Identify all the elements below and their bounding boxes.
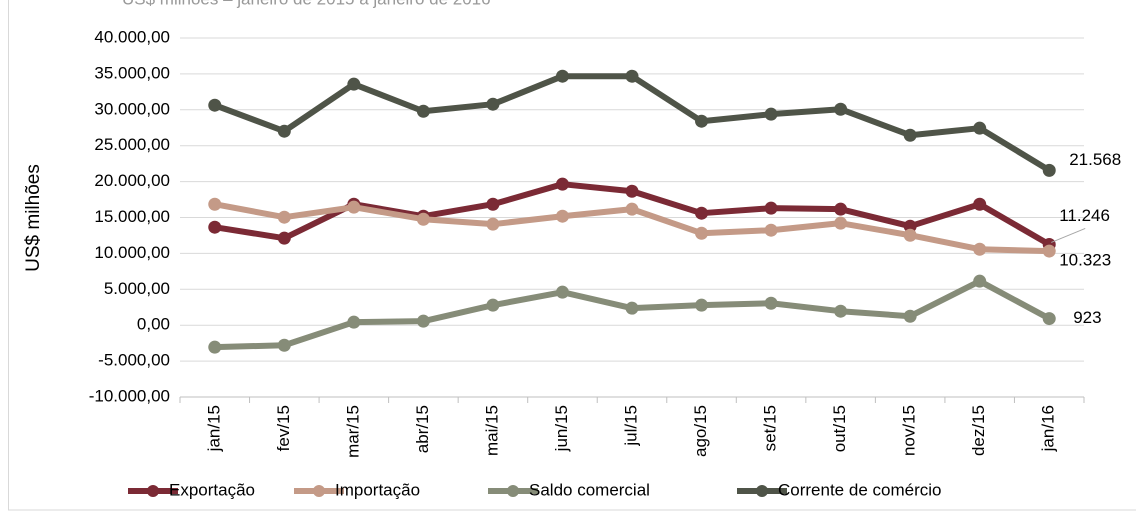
x-tick-label: out/15	[830, 405, 849, 452]
series-point	[764, 107, 778, 121]
series-point	[695, 298, 709, 312]
series-point	[208, 98, 222, 112]
x-tick-label: jan/15	[204, 405, 223, 452]
series-point	[277, 124, 291, 138]
y-tick-label: 25.000,00	[94, 135, 170, 154]
x-tick-label: ago/15	[691, 405, 710, 457]
series-point	[834, 202, 848, 216]
x-tick-label: mai/15	[482, 405, 501, 456]
series-point	[764, 296, 778, 310]
data-label: 923	[1073, 308, 1101, 327]
y-tick-label: 35.000,00	[94, 63, 170, 82]
series-point	[834, 304, 848, 318]
legend-marker	[507, 485, 519, 497]
data-label: 11.246	[1059, 206, 1110, 225]
series-point	[486, 217, 500, 231]
y-tick-label: -10.000,00	[89, 386, 170, 405]
series-point	[486, 97, 500, 111]
series-point	[555, 69, 569, 83]
y-tick-label: -5.000,00	[98, 351, 170, 370]
series-point	[834, 102, 848, 116]
series-point	[416, 104, 430, 118]
series-point	[347, 77, 361, 91]
series-point	[973, 121, 987, 135]
y-tick-label: 20.000,00	[94, 171, 170, 190]
leader-line	[1051, 227, 1086, 243]
series-point	[416, 212, 430, 226]
series-point	[625, 202, 639, 216]
series-point	[486, 197, 500, 211]
series-point	[1042, 312, 1056, 326]
x-tick-label: jun/15	[552, 405, 571, 452]
x-tick-label: mar/15	[343, 405, 362, 458]
series-line	[213, 73, 1051, 173]
x-tick-label: dez/15	[969, 405, 988, 456]
series-point	[625, 301, 639, 315]
series-point	[834, 216, 848, 230]
series-point	[208, 340, 222, 354]
legend-marker	[313, 485, 325, 497]
series-point	[277, 231, 291, 245]
series-point	[973, 197, 987, 211]
series-point	[555, 177, 569, 191]
series-point	[416, 314, 430, 328]
data-label: 10.323	[1059, 251, 1111, 270]
series-point	[764, 201, 778, 215]
series-point	[625, 184, 639, 198]
series-point	[347, 315, 361, 329]
series-point	[555, 285, 569, 299]
series-point	[555, 209, 569, 223]
series-point	[903, 219, 917, 233]
series-point	[347, 200, 361, 214]
legend-label: Corrente de comércio	[778, 480, 941, 499]
series-point	[208, 197, 222, 211]
x-tick-label: set/15	[761, 405, 780, 451]
series-point	[764, 223, 778, 237]
legend-marker	[756, 485, 768, 497]
chart-frame	[8, 0, 1136, 511]
series-point	[208, 220, 222, 234]
x-tick-label: nov/15	[900, 405, 919, 456]
legend-marker	[147, 485, 159, 497]
series-point	[277, 338, 291, 352]
y-axis-label: US$ milhões	[23, 164, 44, 272]
y-tick-label: 10.000,00	[94, 243, 170, 262]
series-point	[277, 210, 291, 224]
legend-label: Saldo comercial	[529, 480, 650, 499]
legend-label: Exportação	[169, 480, 255, 499]
x-tick-label: jul/15	[621, 405, 640, 447]
series-point	[695, 206, 709, 220]
series-point	[973, 242, 987, 256]
series-point	[903, 128, 917, 142]
y-tick-label: 30.000,00	[94, 99, 170, 118]
y-tick-label: 15.000,00	[94, 207, 170, 226]
series-point	[903, 309, 917, 323]
series-point	[695, 114, 709, 128]
series-point	[695, 226, 709, 240]
series-point	[903, 228, 917, 242]
y-tick-label: 5.000,00	[104, 279, 170, 298]
x-tick-label: fev/15	[274, 405, 293, 451]
series-point	[1042, 163, 1056, 177]
series-point	[625, 69, 639, 83]
data-label: 21.568	[1069, 150, 1121, 169]
x-tick-label: abr/15	[413, 405, 432, 453]
y-tick-label: 40.000,00	[94, 27, 170, 46]
series-point	[973, 274, 987, 288]
legend-label: Importação	[335, 480, 420, 499]
series-point	[1042, 244, 1056, 258]
x-tick-label: jan/16	[1039, 405, 1058, 452]
series-point	[486, 298, 500, 312]
chart-subtitle: US$ milhões – janeiro de 2015 a janeiro …	[122, 0, 491, 8]
y-tick-label: 0,00	[137, 315, 170, 334]
